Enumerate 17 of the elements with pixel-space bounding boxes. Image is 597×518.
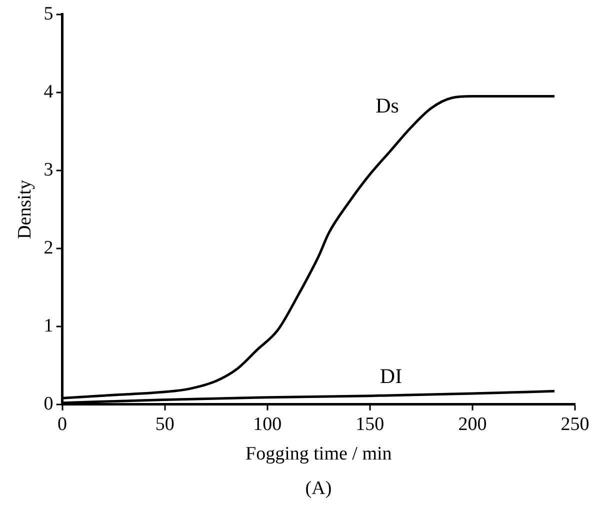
y-tick-label: 2 [44, 237, 54, 258]
series-label: DI [380, 364, 402, 388]
x-tick-label: 50 [155, 414, 174, 435]
y-tick-label: 5 [44, 3, 54, 24]
text: (A) [304, 478, 333, 500]
x-tick-label: 250 [560, 414, 590, 435]
y-tick-label: 0 [44, 393, 54, 414]
x-tick-label: 150 [356, 414, 384, 435]
x-tick-label: 100 [253, 414, 282, 435]
x-tick-label: 200 [458, 414, 487, 435]
y-tick-label: 4 [44, 81, 54, 102]
x-tick-label: 0 [58, 414, 68, 435]
y-tick-label: 1 [44, 315, 54, 336]
x-axis-title: Fogging time / min [246, 444, 392, 465]
series-label: Ds [376, 94, 399, 118]
y-axis-title: Density [14, 179, 36, 239]
y-tick-label: 3 [44, 159, 54, 180]
